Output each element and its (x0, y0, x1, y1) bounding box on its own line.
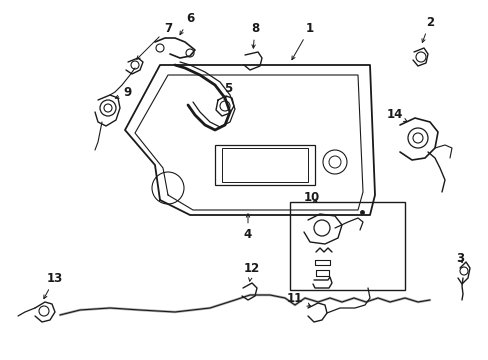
Text: 6: 6 (180, 12, 194, 35)
Bar (215, 145, 314, 185)
Text: 2: 2 (421, 15, 433, 42)
Text: 3: 3 (455, 252, 463, 265)
Text: 5: 5 (224, 81, 232, 100)
Text: 10: 10 (303, 192, 320, 204)
Text: 4: 4 (244, 214, 252, 242)
Text: 14: 14 (386, 108, 406, 121)
Text: 1: 1 (291, 22, 313, 60)
Text: 8: 8 (250, 22, 259, 48)
Text: 12: 12 (244, 261, 260, 281)
Text: 7: 7 (137, 22, 172, 59)
Text: 11: 11 (286, 292, 310, 306)
Bar (289, 202, 404, 290)
Text: 13: 13 (44, 271, 63, 298)
Bar (222, 148, 307, 182)
Text: 9: 9 (115, 85, 132, 99)
